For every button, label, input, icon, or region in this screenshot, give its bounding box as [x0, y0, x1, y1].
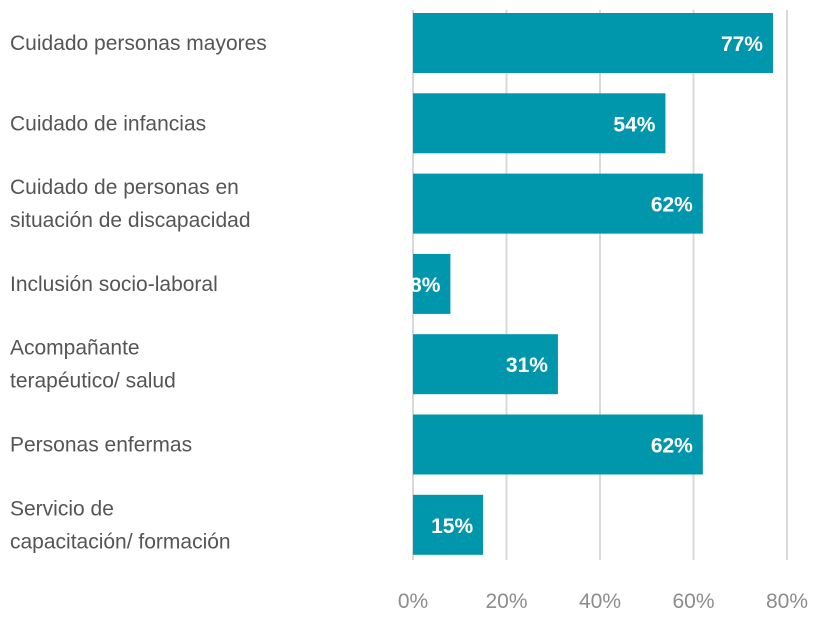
bars: 77% 54% 62% 8% 31% 62% 15% [410, 13, 773, 555]
category-label: Servicio de capacitación/ formación [10, 497, 231, 553]
data-label: 62% [651, 194, 693, 217]
data-label: 8% [410, 274, 441, 297]
data-label: 77% [721, 33, 763, 56]
data-label: 31% [506, 354, 548, 377]
x-tick-label: 0% [398, 590, 428, 613]
category-label-line: Cuidado personas mayores [10, 32, 267, 55]
category-label: Cuidado personas mayores [10, 32, 267, 55]
x-tick-label: 20% [485, 590, 527, 613]
category-labels: Cuidado personas mayores Cuidado de infan… [10, 32, 267, 553]
category-label-line: terapéutico/ salud [10, 370, 176, 393]
category-label: Cuidado de infancias [10, 112, 206, 135]
bar [413, 494, 484, 555]
bar [413, 13, 773, 73]
data-label: 54% [613, 113, 655, 136]
category-label: Personas enfermas [10, 434, 192, 457]
category-label-line: situación de discapacidad [10, 209, 251, 232]
data-label: 15% [431, 515, 473, 538]
x-tick-label: 80% [766, 590, 808, 613]
x-tick-label: 40% [579, 590, 621, 613]
category-label-line: Personas enfermas [10, 434, 192, 457]
category-label: Cuidado de personas en situación de disca… [10, 176, 251, 232]
category-label-line: Servicio de [10, 497, 114, 520]
category-label-line: Cuidado de infancias [10, 112, 206, 135]
x-tick-label: 60% [672, 590, 714, 613]
bar [413, 93, 666, 154]
bar [413, 414, 703, 475]
gridlines [412, 10, 788, 560]
category-label-line: Inclusión socio-laboral [10, 273, 218, 296]
category-label: Acompañante terapéutico/ salud [10, 337, 176, 393]
category-label: Inclusión socio-laboral [10, 273, 218, 296]
category-label-line: Acompañante [10, 337, 140, 360]
category-label-line: Cuidado de personas en [10, 176, 239, 199]
bar [413, 334, 558, 395]
bar [413, 173, 703, 234]
bar [413, 253, 451, 314]
category-label-line: capacitación/ formación [10, 530, 231, 553]
data-label: 62% [651, 435, 693, 458]
x-axis-ticks: 0% 20% 40% 60% 80% [398, 590, 808, 613]
